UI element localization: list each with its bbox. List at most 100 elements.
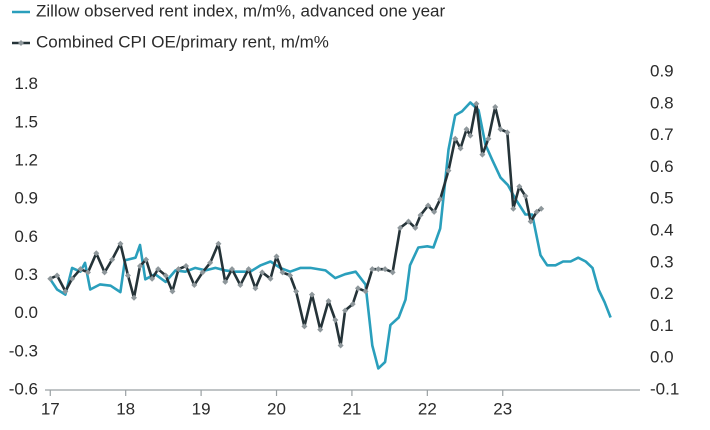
point-marker [252, 285, 259, 292]
point-marker [342, 307, 349, 314]
point-marker [237, 282, 244, 289]
y2-tick-label: 0.3 [650, 252, 674, 271]
legend-label: Zillow observed rent index, m/m%, advanc… [36, 1, 445, 20]
point-marker [522, 193, 529, 200]
point-marker [405, 218, 412, 225]
point-marker [437, 196, 444, 203]
point-marker [162, 272, 169, 279]
point-marker [527, 218, 534, 225]
point-marker [77, 266, 84, 273]
y2-tick-label: 0.1 [650, 316, 674, 335]
point-marker [101, 269, 108, 276]
series-line [49, 102, 542, 347]
point-marker [467, 132, 474, 139]
y-tick-label: -0.3 [9, 341, 38, 360]
point-marker [389, 269, 396, 276]
y2-tick-label: 0.4 [650, 220, 674, 239]
point-marker [62, 288, 69, 295]
legend-label: Combined CPI OE/primary rent, m/m% [36, 32, 329, 51]
point-marker [417, 212, 424, 219]
x-tick-label: 23 [493, 399, 512, 418]
x-tick-label: 18 [116, 399, 135, 418]
point-marker [47, 275, 54, 282]
point-marker [369, 266, 376, 273]
point-marker [538, 205, 545, 212]
point-marker [267, 275, 274, 282]
point-marker [124, 272, 131, 279]
point-marker [457, 145, 464, 152]
point-marker [479, 151, 486, 158]
point-marker [215, 240, 222, 247]
point-marker [229, 266, 236, 273]
point-marker [207, 259, 214, 266]
point-marker [279, 269, 286, 276]
point-marker [69, 275, 76, 282]
point-marker [245, 266, 252, 273]
point-marker [375, 266, 382, 273]
x-tick-label: 22 [418, 399, 437, 418]
point-marker [463, 126, 470, 133]
point-marker [431, 208, 438, 215]
y2-tick-label: 0.2 [650, 284, 674, 303]
point-marker [325, 297, 332, 304]
point-marker [337, 342, 344, 349]
point-marker [199, 269, 206, 276]
point-marker [354, 285, 361, 292]
y-tick-label: 1.8 [14, 74, 38, 93]
point-marker [143, 256, 150, 263]
point-marker [485, 135, 492, 142]
point-marker [473, 100, 480, 107]
x-tick-label: 21 [342, 399, 361, 418]
y-tick-label: 0.3 [14, 265, 38, 284]
y-tick-label: 0.9 [14, 189, 38, 208]
x-tick-label: 19 [192, 399, 211, 418]
point-marker [287, 272, 294, 279]
point-marker [533, 208, 540, 215]
point-marker [191, 282, 198, 289]
legend-marker [18, 40, 24, 46]
point-marker [382, 266, 389, 273]
point-marker [93, 250, 100, 257]
y2-tick-label: 0.0 [650, 348, 674, 367]
point-marker [412, 224, 419, 231]
point-marker [137, 262, 144, 269]
point-marker [84, 269, 91, 276]
y2-tick-label: -0.1 [650, 379, 679, 398]
series-line [49, 101, 612, 370]
point-marker [497, 126, 504, 133]
point-marker [169, 288, 176, 295]
point-marker [259, 269, 266, 276]
point-marker [293, 288, 300, 295]
y2-tick-label: 0.5 [650, 189, 674, 208]
point-marker [183, 262, 190, 269]
y2-tick-label: 0.9 [650, 61, 674, 80]
point-marker [130, 294, 137, 301]
point-marker [175, 266, 182, 273]
point-marker [54, 272, 61, 279]
y-tick-label: 1.2 [14, 151, 38, 170]
point-marker [301, 323, 308, 330]
x-tick-label: 17 [41, 399, 60, 418]
point-marker [317, 326, 324, 333]
x-tick-label: 20 [267, 399, 286, 418]
point-marker [308, 291, 315, 298]
point-marker [362, 288, 369, 295]
y-tick-label: 0.0 [14, 303, 38, 322]
point-marker [492, 103, 499, 110]
point-marker [445, 167, 452, 174]
point-marker [273, 253, 280, 260]
point-marker [452, 135, 459, 142]
point-marker [109, 256, 116, 263]
point-marker [425, 202, 432, 209]
point-marker [397, 224, 404, 231]
y2-tick-label: 0.8 [650, 93, 674, 112]
point-marker [149, 275, 156, 282]
point-marker [332, 317, 339, 324]
y-tick-label: 1.5 [14, 112, 38, 131]
y-tick-label: -0.6 [9, 379, 38, 398]
point-marker [349, 301, 356, 308]
point-marker [155, 266, 162, 273]
point-marker [222, 278, 229, 285]
y-tick-label: 0.6 [14, 227, 38, 246]
